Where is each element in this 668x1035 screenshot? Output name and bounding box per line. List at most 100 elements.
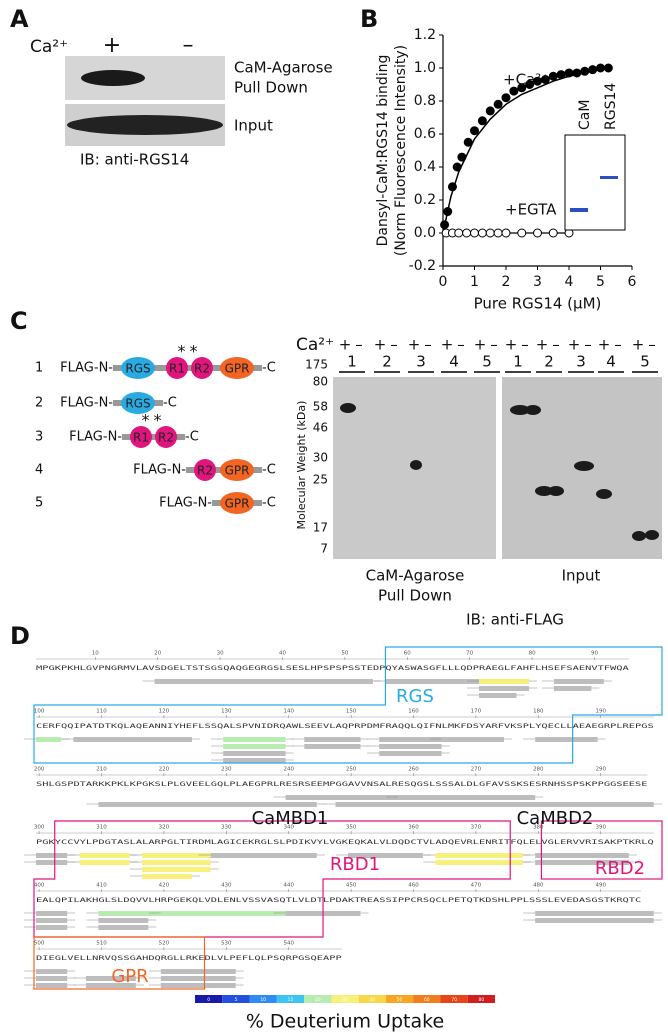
band bbox=[525, 405, 541, 415]
peptide-bar bbox=[441, 737, 504, 742]
lane-sign: + bbox=[505, 336, 518, 354]
peptide-bar bbox=[223, 758, 286, 763]
ruler-label: 150 bbox=[346, 709, 357, 715]
data-point bbox=[452, 162, 462, 172]
y-axis-label: Dansyl-CaM:RGS14 binding bbox=[375, 55, 391, 247]
mw-marker: 46 bbox=[313, 421, 328, 435]
data-point bbox=[485, 228, 495, 238]
data-point bbox=[517, 83, 527, 93]
domain bbox=[194, 459, 216, 481]
band bbox=[548, 486, 564, 496]
n-term: FLAG-N- bbox=[159, 496, 212, 511]
peptide-bar bbox=[73, 737, 192, 742]
ruler-label: 450 bbox=[346, 883, 357, 889]
ruler-label: 80 bbox=[529, 651, 536, 657]
peptide-bar bbox=[435, 860, 523, 865]
ruler-label: 380 bbox=[533, 825, 544, 831]
peptide-bar bbox=[142, 853, 211, 858]
scale-segment bbox=[276, 995, 305, 1003]
lane-sign: – bbox=[424, 336, 432, 354]
inset-label: CaM bbox=[577, 100, 593, 130]
band bbox=[67, 115, 223, 135]
x-tick-label: 0 bbox=[439, 274, 448, 290]
y-tick-label: 0.2 bbox=[414, 192, 436, 208]
ruler-label: 100 bbox=[34, 709, 45, 715]
data-point bbox=[477, 228, 487, 238]
ruler-label: 210 bbox=[96, 767, 107, 773]
peptide-bar bbox=[142, 874, 192, 879]
x-tick-label: 2 bbox=[502, 274, 511, 290]
gel-band bbox=[600, 176, 618, 179]
peptide-bar bbox=[479, 686, 529, 691]
sequence: SHLGSPDTARKKPKLKPGKSLPLGVEELGQLPLAEGPRLR… bbox=[36, 780, 648, 788]
peptide-bar bbox=[142, 867, 211, 872]
antibody-label: IB: anti-RGS14 bbox=[80, 151, 189, 169]
domain bbox=[121, 357, 155, 379]
c-term: -C bbox=[163, 396, 177, 411]
ruler-label: 250 bbox=[346, 767, 357, 773]
inset-label: RGS14 bbox=[603, 83, 619, 130]
peptide-bar bbox=[98, 911, 161, 916]
series-annotation: +Ca²⁺ bbox=[503, 71, 549, 89]
region-label: RGS bbox=[396, 686, 434, 707]
data-point bbox=[548, 228, 558, 238]
domain bbox=[166, 357, 188, 379]
data-point bbox=[470, 126, 479, 136]
peptide-bar bbox=[160, 976, 236, 981]
peptide-bar bbox=[223, 737, 286, 742]
band bbox=[340, 403, 356, 413]
ruler-label: 170 bbox=[471, 709, 482, 715]
peptide-bar bbox=[348, 853, 423, 858]
peptide-bar bbox=[435, 853, 523, 858]
lane-sign: – bbox=[490, 336, 498, 354]
data-point bbox=[501, 228, 511, 238]
peptide-bar bbox=[154, 679, 373, 684]
data-point bbox=[596, 63, 605, 73]
region-label: CaMBD1 bbox=[252, 808, 329, 829]
data-point bbox=[462, 228, 472, 238]
lane-sign: + bbox=[408, 336, 421, 354]
ruler-label: 520 bbox=[159, 941, 170, 947]
ruler-label: 230 bbox=[221, 767, 232, 773]
peptide-bar bbox=[304, 737, 361, 742]
lane-number: 3 bbox=[576, 353, 586, 371]
construct-number: 2 bbox=[35, 396, 43, 411]
scale-label: 60 bbox=[424, 997, 430, 1003]
band bbox=[81, 70, 145, 86]
panel-label: B bbox=[360, 5, 378, 33]
data-point bbox=[457, 152, 467, 162]
mw-marker: 175 bbox=[305, 358, 328, 372]
domain-label: R1 bbox=[133, 431, 149, 445]
ruler-label: 440 bbox=[283, 883, 294, 889]
lane-sign: + bbox=[474, 336, 487, 354]
panel-label: D bbox=[10, 622, 30, 650]
sequence: DIEGLVELLNRVQSSGAHDQRGLLRKEDLVLPEFLQLPSQ… bbox=[36, 954, 342, 962]
data-point bbox=[485, 106, 495, 116]
peptide-bar bbox=[36, 853, 68, 858]
data-point bbox=[454, 228, 464, 238]
sequence: PGKYCCVYLPDGTASLALARPGLTIRDMLAGICEKRGLSL… bbox=[36, 838, 654, 846]
antibody-label: IB: anti-FLAG bbox=[466, 611, 564, 629]
ruler-label: 110 bbox=[96, 709, 107, 715]
ruler-label: 20 bbox=[154, 651, 161, 657]
peptide-bar bbox=[285, 795, 423, 800]
c-term: -C bbox=[262, 463, 276, 478]
scale-label: 30 bbox=[342, 997, 348, 1003]
lane-sign: + bbox=[632, 336, 645, 354]
scale-segment bbox=[222, 995, 250, 1003]
ruler-label: 340 bbox=[283, 825, 294, 831]
data-point bbox=[548, 71, 558, 81]
ruler-label: 360 bbox=[408, 825, 419, 831]
mw-marker: 58 bbox=[313, 400, 328, 414]
lane-number: 2 bbox=[544, 353, 554, 371]
construct-number: 3 bbox=[35, 430, 43, 445]
lane-number: 1 bbox=[347, 353, 357, 371]
ruler-label: 60 bbox=[404, 651, 411, 657]
domain bbox=[191, 357, 213, 379]
data-point bbox=[540, 75, 550, 85]
peptide-bar bbox=[160, 911, 317, 916]
ruler-label: 50 bbox=[341, 651, 348, 657]
scale-segment bbox=[385, 995, 414, 1003]
domain bbox=[220, 357, 254, 379]
domain-label: GPR bbox=[225, 497, 250, 511]
